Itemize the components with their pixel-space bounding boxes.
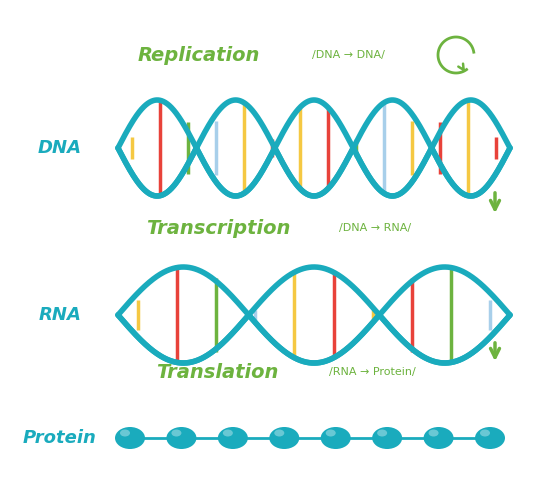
- Text: Replication: Replication: [137, 46, 260, 65]
- Text: DNA: DNA: [38, 139, 82, 157]
- Ellipse shape: [321, 427, 351, 449]
- Ellipse shape: [372, 427, 402, 449]
- Ellipse shape: [480, 430, 490, 436]
- Ellipse shape: [274, 430, 284, 436]
- Ellipse shape: [269, 427, 299, 449]
- Ellipse shape: [167, 427, 196, 449]
- Text: Protein: Protein: [23, 429, 97, 447]
- Text: RNA: RNA: [38, 306, 82, 324]
- Text: Transcription: Transcription: [146, 218, 290, 238]
- Text: /DNA → DNA/: /DNA → DNA/: [312, 50, 385, 60]
- Ellipse shape: [428, 430, 439, 436]
- Text: /DNA → RNA/: /DNA → RNA/: [339, 223, 411, 233]
- Ellipse shape: [424, 427, 453, 449]
- Text: Translation: Translation: [156, 363, 278, 381]
- Ellipse shape: [120, 430, 130, 436]
- Ellipse shape: [171, 430, 181, 436]
- Text: /RNA → Protein/: /RNA → Protein/: [328, 367, 415, 377]
- Ellipse shape: [475, 427, 505, 449]
- Ellipse shape: [115, 427, 145, 449]
- Ellipse shape: [223, 430, 233, 436]
- Ellipse shape: [218, 427, 248, 449]
- Ellipse shape: [377, 430, 387, 436]
- Ellipse shape: [326, 430, 336, 436]
